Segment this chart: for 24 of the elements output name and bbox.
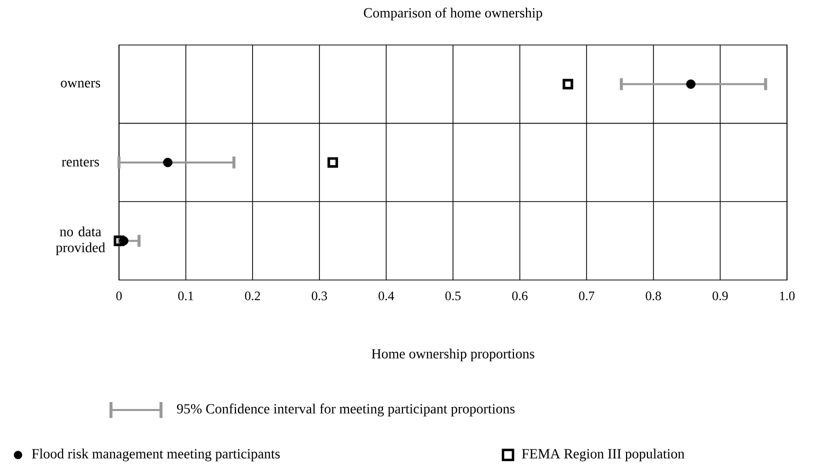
legend-label: FEMA Region III population: [522, 448, 684, 462]
x-tick-label: 1.0: [780, 292, 795, 300]
legend-label: Flood risk management meeting participants: [32, 448, 280, 462]
y-tick-label: owners: [60, 80, 100, 88]
point: [686, 79, 696, 89]
x-axis-title: Home ownership proportions: [372, 348, 534, 362]
x-tick-label: 0: [116, 292, 122, 300]
x-tick-label: 0.3: [312, 292, 327, 300]
point: [163, 158, 172, 168]
x-tick-label: 0.5: [445, 292, 461, 300]
x-tick-label: 0.6: [512, 292, 528, 300]
point: [562, 78, 574, 90]
x-tick-label: 0.8: [646, 292, 662, 300]
x-tick-label: 0.9: [712, 292, 728, 300]
point: [114, 236, 124, 246]
y-tick-label: no data provided: [56, 226, 106, 256]
x-tick-label: 0.7: [579, 292, 594, 300]
point: [327, 157, 338, 168]
x-tick-label: 0.4: [378, 292, 394, 300]
y-tick-label: renters: [62, 158, 99, 166]
x-tick-label: 0.2: [245, 292, 260, 300]
text: 95% Confidence interval for meeting participant proportions: [176, 404, 515, 416]
chart-title: Comparison of home ownership: [364, 8, 542, 20]
x-tick-label: 0.1: [178, 292, 194, 300]
